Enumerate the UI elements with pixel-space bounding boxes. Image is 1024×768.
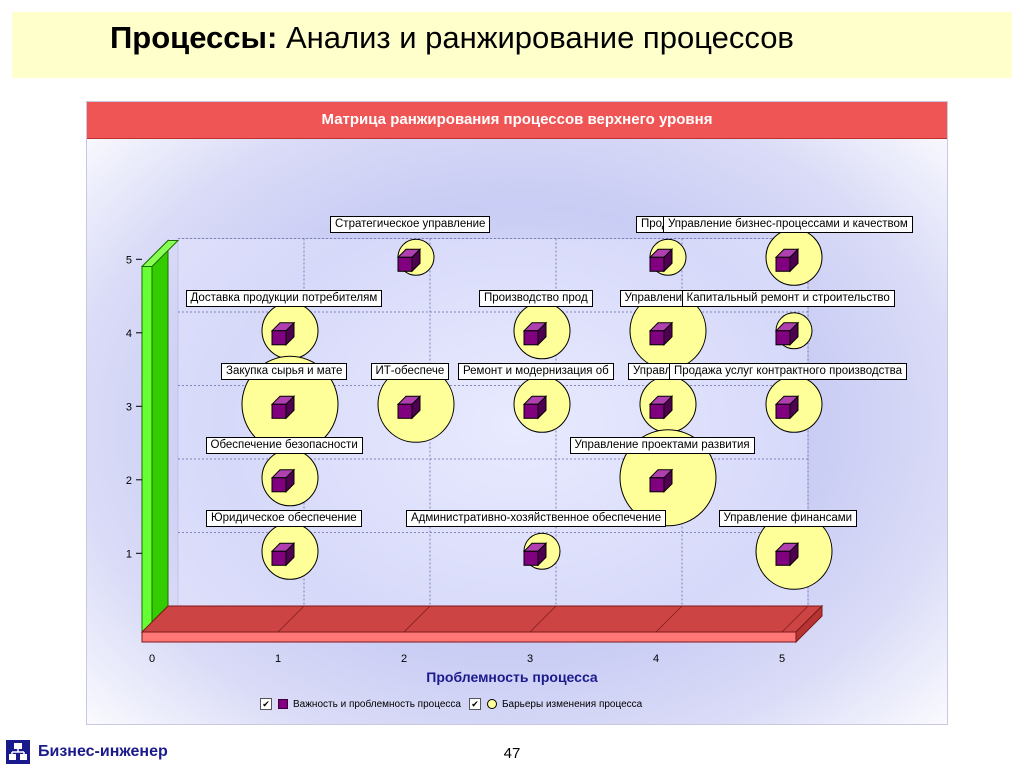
floor-grid-line xyxy=(781,605,809,633)
importance-cube xyxy=(271,477,287,493)
importance-cube xyxy=(649,477,665,493)
importance-cube xyxy=(271,403,287,419)
process-label: Административно-хозяйственное обеспечени… xyxy=(406,510,667,528)
process-label: Закупка сырья и мате xyxy=(221,363,348,381)
legend-item-importance[interactable]: ✔ Важность и проблемность процесса xyxy=(260,698,461,710)
process-label: Управление проектами развития xyxy=(569,436,755,454)
page-title-bold: Процессы: xyxy=(110,20,278,55)
importance-cube xyxy=(775,403,791,419)
y-tick-label: 5 xyxy=(126,254,132,266)
importance-cube xyxy=(523,550,539,566)
importance-cube xyxy=(775,330,791,346)
legend-label-barriers: Барьеры изменения процесса xyxy=(501,698,643,710)
hierarchy-icon xyxy=(6,740,30,764)
page-title: Процессы: Анализ и ранжирование процессо… xyxy=(110,20,794,56)
x-tick-label: 5 xyxy=(779,653,785,665)
process-label: Стратегическое управление xyxy=(330,216,491,234)
importance-cube xyxy=(775,256,791,272)
floor-top xyxy=(140,605,824,633)
bubble-marker-icon xyxy=(486,699,497,709)
importance-cube xyxy=(397,256,413,272)
page-title-rest: Анализ и ранжирование процессов xyxy=(277,20,794,55)
floor-grid-line xyxy=(655,605,683,633)
process-label: Обеспечение безопасности xyxy=(205,436,363,454)
floor-grid-line xyxy=(529,605,557,633)
process-label: Доставка продукции потребителям xyxy=(185,289,383,307)
importance-cube xyxy=(271,550,287,566)
floor-grid-line xyxy=(403,605,431,633)
legend-checkbox-barriers[interactable]: ✔ xyxy=(468,698,481,710)
footer-logo: Бизнес-инженер xyxy=(6,740,168,764)
legend: ✔ Важность и проблемность процесса ✔ Бар… xyxy=(260,696,650,712)
process-label: Продажа услуг контрактного производства xyxy=(669,363,908,381)
importance-cube xyxy=(775,550,791,566)
importance-cube xyxy=(397,403,413,419)
footer-logo-text: Бизнес-инженер xyxy=(38,743,168,760)
y-tick-label: 2 xyxy=(126,475,132,487)
cube-marker-icon xyxy=(278,699,288,709)
process-label: Ремонт и модернизация об xyxy=(458,363,614,381)
process-label: Управление бизнес-процессами и качеством xyxy=(663,216,913,234)
importance-cube xyxy=(271,330,287,346)
legend-checkbox-importance[interactable]: ✔ xyxy=(260,698,272,710)
importance-cube xyxy=(649,256,665,272)
title-bar xyxy=(12,12,1012,78)
process-label: Капитальный ремонт и строительство xyxy=(681,289,895,307)
process-label: ИТ-обеспече xyxy=(370,363,450,381)
legend-item-barriers[interactable]: ✔ Барьеры изменения процесса xyxy=(468,698,643,710)
y-tick-label: 3 xyxy=(126,401,132,413)
x-tick-label: 4 xyxy=(653,653,659,665)
left-wall-front xyxy=(141,266,153,633)
x-tick-label: 2 xyxy=(401,653,407,665)
page-number: 47 xyxy=(503,745,521,762)
process-label: Управление финансами xyxy=(718,510,858,528)
chart-title: Матрица ранжирования процессов верхнего … xyxy=(87,102,947,139)
process-label: Юридическое обеспечение xyxy=(206,510,362,528)
legend-label-importance: Важность и проблемность процесса xyxy=(293,698,461,710)
importance-cube xyxy=(649,330,665,346)
left-wall-top xyxy=(140,240,180,267)
importance-cube xyxy=(523,330,539,346)
x-axis-title: Проблемность процесса xyxy=(426,669,598,685)
y-tick-label: 1 xyxy=(126,548,132,560)
floor-side xyxy=(795,604,823,644)
floor-front xyxy=(141,631,797,643)
floor-grid-line xyxy=(277,605,305,633)
x-tick-label: 1 xyxy=(275,653,281,665)
importance-cube xyxy=(649,403,665,419)
process-label: Производство прод xyxy=(479,289,593,307)
y-tick-label: 4 xyxy=(126,328,132,340)
x-tick-label: 3 xyxy=(527,653,533,665)
importance-cube xyxy=(523,403,539,419)
x-tick-label: 0 xyxy=(149,653,155,665)
